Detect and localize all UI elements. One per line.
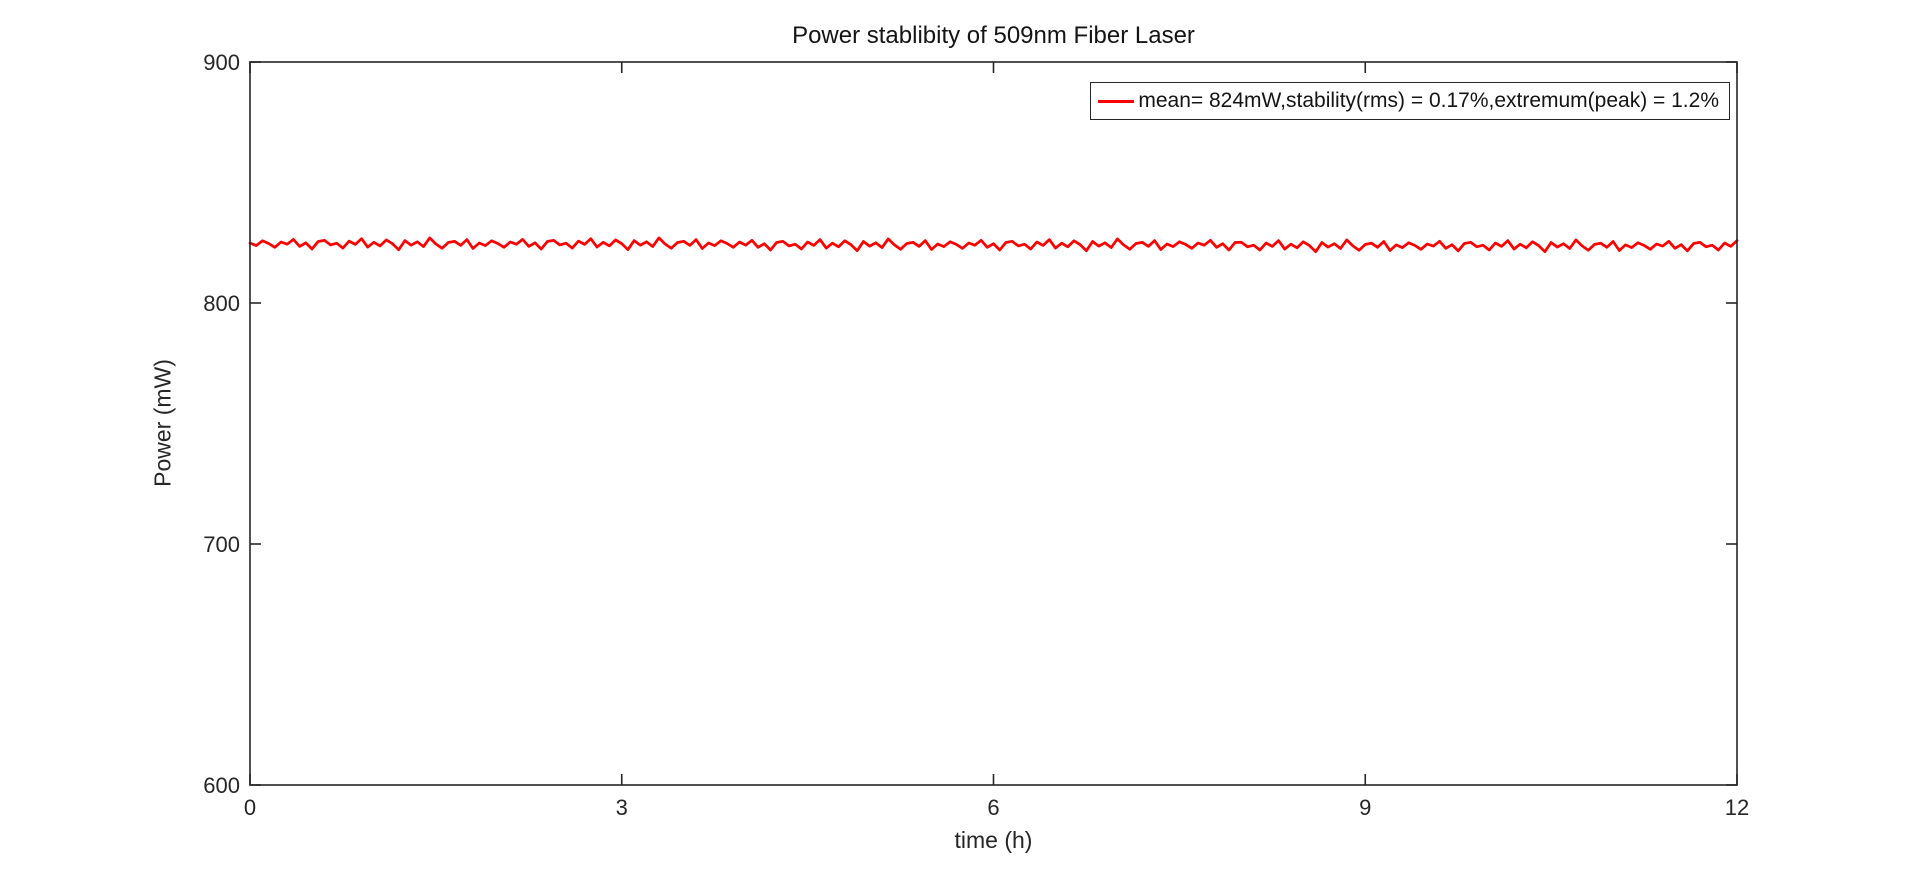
y-tick-label: 700 [203,532,240,557]
x-tick-label: 12 [1725,795,1749,820]
plot-frame [249,61,1738,786]
x-tick-label: 3 [616,795,628,820]
y-tick-label: 800 [203,291,240,316]
y-tick-label: 900 [203,50,240,75]
x-tick-label: 9 [1359,795,1371,820]
x-axis-label: time (h) [954,827,1033,853]
y-axis-label: Power (mW) [149,359,176,487]
x-tick-label: 0 [244,795,256,820]
legend-entry-label: mean= 824mW,stability(rms) = 0.17%,extre… [1138,89,1719,112]
chart-title: Power stablibity of 509nm Fiber Laser [792,22,1195,49]
series-line-power [248,236,1739,254]
y-tick-label: 600 [203,773,240,798]
legend: mean= 824mW,stability(rms) = 0.17%,extre… [1090,82,1730,120]
x-tick-label: 6 [987,795,999,820]
legend-line-sample [1098,99,1135,103]
